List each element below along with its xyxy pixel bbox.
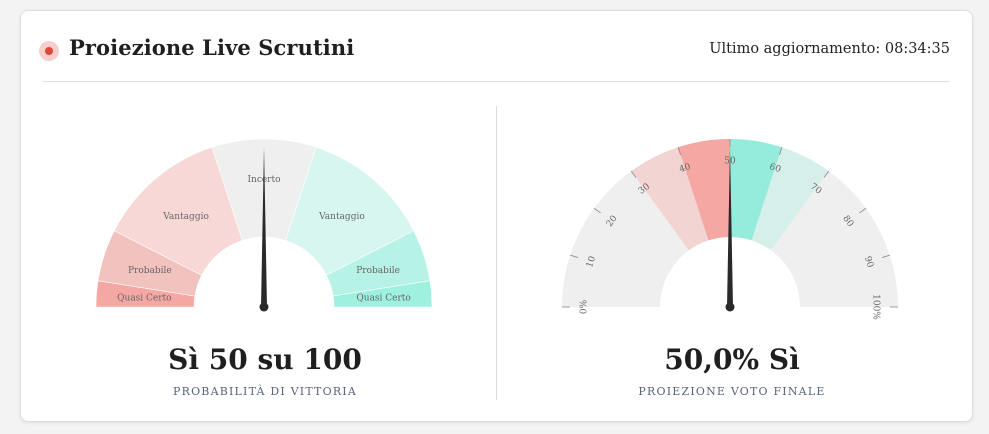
gauge-segment-quasi-certo — [332, 280, 433, 308]
vote-tick-label: 40 — [678, 162, 692, 175]
vote-band — [678, 139, 730, 241]
vote-band — [751, 147, 829, 251]
gauge-segment-label: Quasi Certo — [117, 294, 171, 304]
vote-projection-gauge: 0%102030405060708090100% — [562, 139, 898, 320]
vote-tick-label: 90 — [862, 255, 875, 269]
card-header: Proiezione Live Scrutini Ultimo aggiorna… — [39, 11, 950, 82]
vote-tick-label: 10 — [585, 255, 598, 269]
vote-band — [631, 147, 709, 251]
vote-tick — [779, 147, 783, 155]
vote-tick — [570, 254, 578, 258]
probability-needle — [259, 147, 269, 312]
gauge-segment-label: Vantaggio — [162, 212, 209, 222]
last-updated-label: Ultimo aggiornamento: 08:34:35 — [709, 41, 950, 57]
vote-tick-label: 60 — [768, 162, 782, 175]
probability-gauge: Quasi CertoProbabileVantaggioIncertoVant… — [95, 138, 433, 312]
projection-card: Proiezione Live Scrutini Ultimo aggiorna… — [20, 10, 973, 422]
win-probability-caption: PROBABILITÀ DI VITTORIA — [172, 385, 357, 398]
gauge-segment-label: Probabile — [128, 266, 172, 276]
vote-tick — [859, 207, 867, 214]
vote-band — [562, 171, 689, 307]
vote-band — [771, 171, 898, 307]
vote-tick — [593, 207, 601, 214]
final-vote-value: 50,0% Sì — [664, 343, 800, 376]
vote-band — [730, 139, 782, 241]
live-indicator-icon — [39, 41, 59, 61]
card-title: Proiezione Live Scrutini — [69, 35, 355, 60]
gauge-segment-label: Probabile — [356, 266, 400, 276]
vote-tick — [823, 170, 830, 178]
gauge-segment-vantaggio — [113, 146, 243, 276]
win-probability-value: Sì 50 su 100 — [168, 343, 362, 376]
live-indicator-dot — [45, 47, 53, 55]
gauge-segment-label: Quasi Certo — [356, 294, 410, 304]
vote-needle — [725, 147, 735, 312]
column-divider — [496, 106, 497, 400]
final-vote-caption: PROIEZIONE VOTO FINALE — [638, 385, 826, 398]
vote-tick-label: 0% — [580, 299, 590, 314]
vote-tick — [677, 147, 681, 155]
gauge-segment-label: Vantaggio — [318, 212, 365, 222]
vote-tick — [630, 170, 637, 178]
vote-tick — [882, 254, 890, 258]
gauge-segment-vantaggio — [285, 146, 415, 276]
vote-tick-label: 100% — [871, 294, 881, 320]
